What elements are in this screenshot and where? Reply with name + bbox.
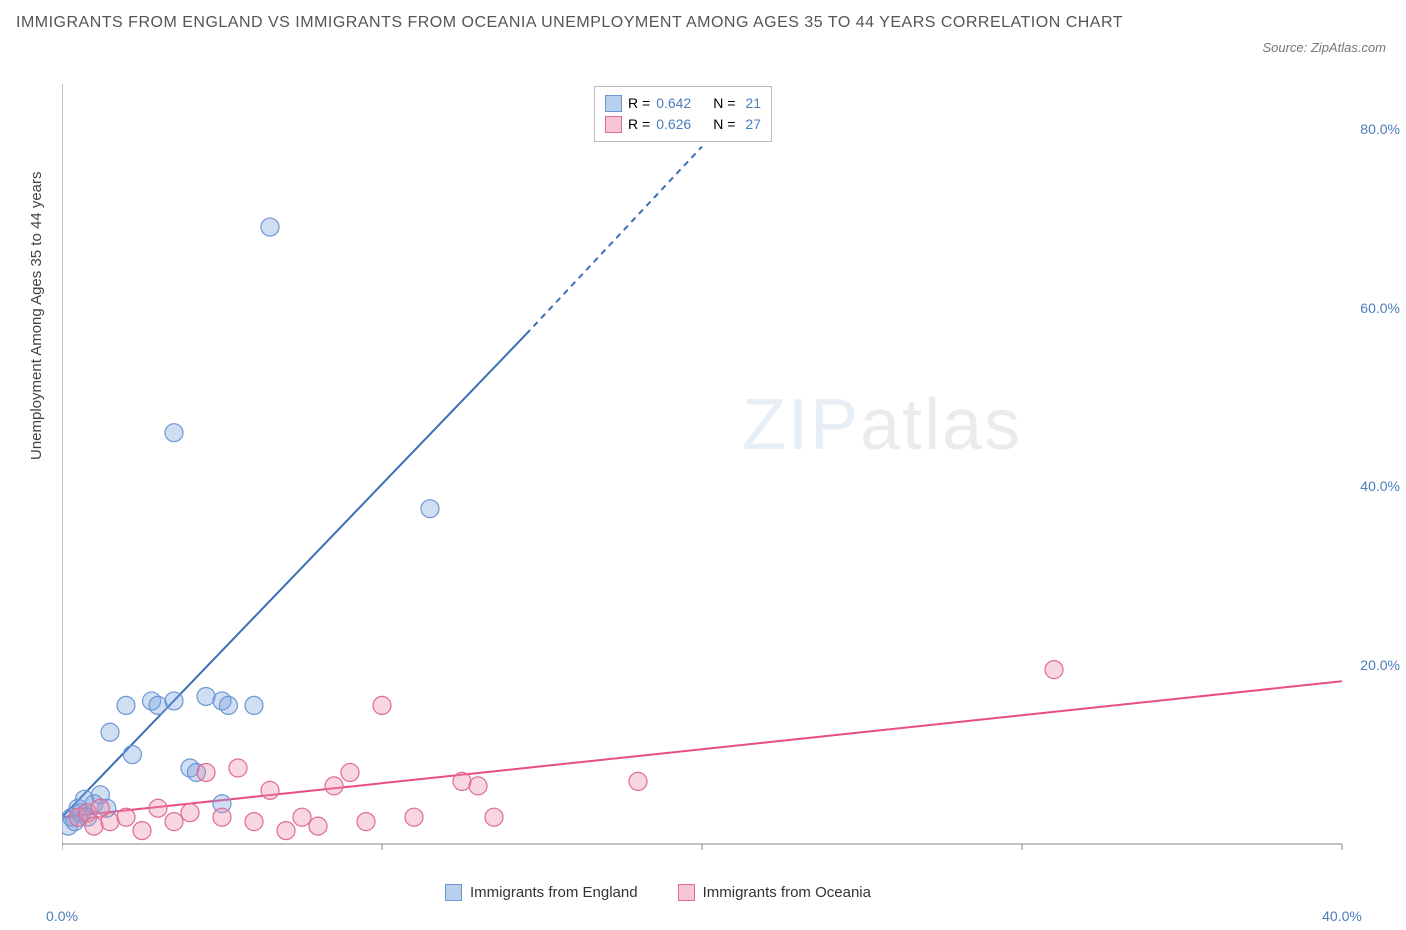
legend-row: R = 0.626 N = 27 [605,114,761,135]
legend-r-value: 0.642 [656,93,691,114]
legend-row: R = 0.642 N = 21 [605,93,761,114]
series-legend-item: Immigrants from England [445,884,638,901]
legend-n-value: 21 [745,93,761,114]
chart-plot-area: ZIPatlas R =0.642N =21R =0.626N =27 [62,84,1390,864]
y-tick-label: 20.0% [1360,657,1400,673]
legend-swatch-icon [445,884,462,901]
legend-r-value: 0.626 [656,114,691,135]
correlation-legend: R = 0.642 N = 21 R = 0.626 N = 27 [594,86,772,142]
series-legend: Immigrants from England Immigrants from O… [445,884,871,901]
legend-swatch-icon [678,884,695,901]
chart-title: IMMIGRANTS FROM ENGLAND VS IMMIGRANTS FR… [16,10,1126,36]
y-tick-label: 40.0% [1360,478,1400,494]
x-tick-label: 0.0% [46,908,78,924]
source-attribution: Source: ZipAtlas.com [1262,40,1386,55]
legend-n-value: 27 [745,114,761,135]
legend-n-label: N = [713,93,735,114]
legend-n-label: N = [713,114,735,135]
legend-r-label: R = [628,114,650,135]
series-legend-item: Immigrants from Oceania [678,884,871,901]
legend-r-label: R = [628,93,650,114]
legend-swatch-icon [605,95,622,112]
legend-swatch-icon [605,116,622,133]
y-axis-label: Unemployment Among Ages 35 to 44 years [28,171,45,460]
x-tick-label: 40.0% [1322,908,1362,924]
series-name: Immigrants from England [470,884,638,901]
series-name: Immigrants from Oceania [703,884,871,901]
y-tick-label: 80.0% [1360,121,1400,137]
y-tick-label: 60.0% [1360,300,1400,316]
scatter-chart-svg [62,84,1390,864]
